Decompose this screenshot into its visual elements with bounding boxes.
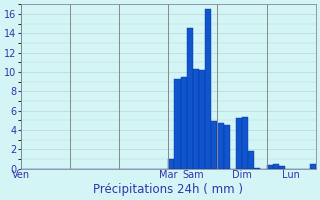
Bar [224,125,230,169]
Bar [199,70,205,169]
Bar [273,164,279,169]
Bar [267,165,273,169]
Bar [180,77,187,169]
Bar [211,121,218,169]
X-axis label: Précipitations 24h ( mm ): Précipitations 24h ( mm ) [93,183,243,196]
Bar [242,117,248,169]
Bar [193,69,199,169]
Bar [174,79,180,169]
Bar [218,123,224,169]
Bar [310,164,316,169]
Bar [236,118,242,169]
Bar [205,9,211,169]
Bar [248,151,254,169]
Bar [279,166,285,169]
Bar [168,159,174,169]
Bar [187,28,193,169]
Bar [254,168,260,169]
